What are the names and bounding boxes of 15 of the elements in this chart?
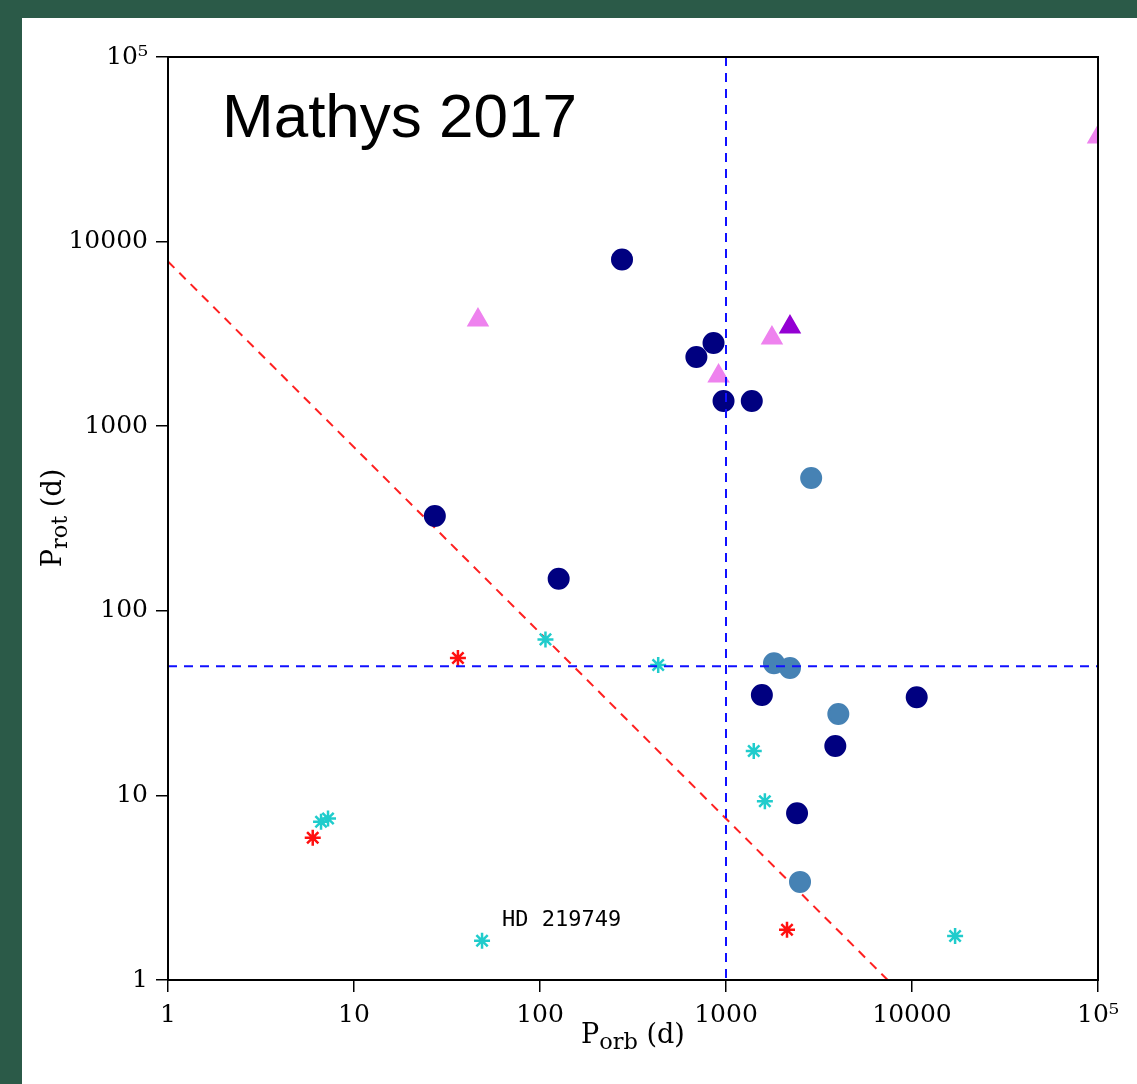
annotation: Mathys 2017 <box>222 80 577 151</box>
x-axis-title: P$_{orb}$ (d) <box>581 1018 685 1055</box>
annotation: HD 219749 <box>502 905 622 931</box>
x-tick-label: 100 <box>516 998 564 1028</box>
x-tick-label: 10⁵ <box>1077 998 1119 1028</box>
x-tick-label: 10000 <box>872 998 952 1028</box>
y-tick-label: 10000 <box>68 225 148 255</box>
y-tick-label: 1 <box>132 963 148 993</box>
y-tick-label: 10 <box>116 778 148 808</box>
x-tick-label: 10 <box>338 998 370 1028</box>
y-tick-label: 1000 <box>84 409 148 439</box>
y-tick-label: 100 <box>100 594 148 624</box>
x-tick-label: 1000 <box>694 998 758 1028</box>
y-tick-label: 10⁵ <box>106 40 148 70</box>
x-tick-label: 1 <box>160 998 176 1028</box>
